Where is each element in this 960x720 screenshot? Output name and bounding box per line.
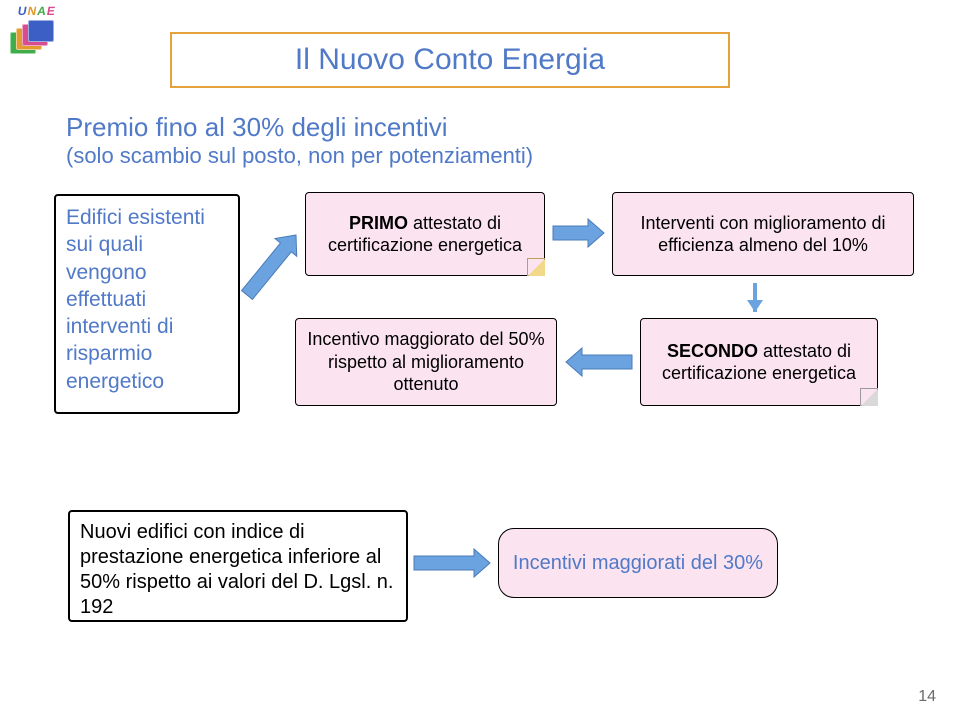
primo-bold: PRIMO <box>349 213 408 233</box>
box-primo-text: PRIMO attestato di certificazione energe… <box>316 212 534 257</box>
box-incentivi-30: Incentivi maggiorati del 30% <box>498 528 778 598</box>
subtitle: Premio fino al 30% degli incentivi (solo… <box>66 112 533 169</box>
title-frame: Il Nuovo Conto Energia <box>170 32 730 88</box>
subtitle-line1: Premio fino al 30% degli incentivi <box>66 112 533 143</box>
box-secondo-text: SECONDO attestato di certificazione ener… <box>651 340 867 385</box>
logo-letters: UNAE <box>17 4 57 18</box>
box-incentivo-text: Incentivo maggiorato del 50% rispetto al… <box>306 328 546 396</box>
box-primo-attestato: PRIMO attestato di certificazione energe… <box>305 192 545 276</box>
box-nuovi-edifici: Nuovi edifici con indice di prestazione … <box>68 510 408 622</box>
note-corner-icon <box>527 258 545 276</box>
box-edifici-esistenti: Edifici esistenti sui quali vengono effe… <box>54 194 240 414</box>
box-nuovi-text: Nuovi edifici con indice di prestazione … <box>80 520 396 620</box>
box-incentivo-maggiorato: Incentivo maggiorato del 50% rispetto al… <box>295 318 557 406</box>
logo-letter-e: E <box>46 4 57 18</box>
box-interventi-text: Interventi con miglioramento di efficien… <box>623 212 903 257</box>
logo-rect <box>28 20 54 42</box>
unae-logo: UNAE <box>8 6 68 56</box>
page-number: 14 <box>918 688 936 706</box>
box-secondo-attestato: SECONDO attestato di certificazione ener… <box>640 318 878 406</box>
box-interventi: Interventi con miglioramento di efficien… <box>612 192 914 276</box>
subtitle-line2: (solo scambio sul posto, non per potenzi… <box>66 143 533 169</box>
page-title: Il Nuovo Conto Energia <box>295 43 605 77</box>
box-incentivi30-text: Incentivi maggiorati del 30% <box>513 551 763 576</box>
secondo-bold: SECONDO <box>667 341 758 361</box>
note-corner-icon <box>860 388 878 406</box>
box-edifici-text: Edifici esistenti sui quali vengono effe… <box>66 204 228 395</box>
